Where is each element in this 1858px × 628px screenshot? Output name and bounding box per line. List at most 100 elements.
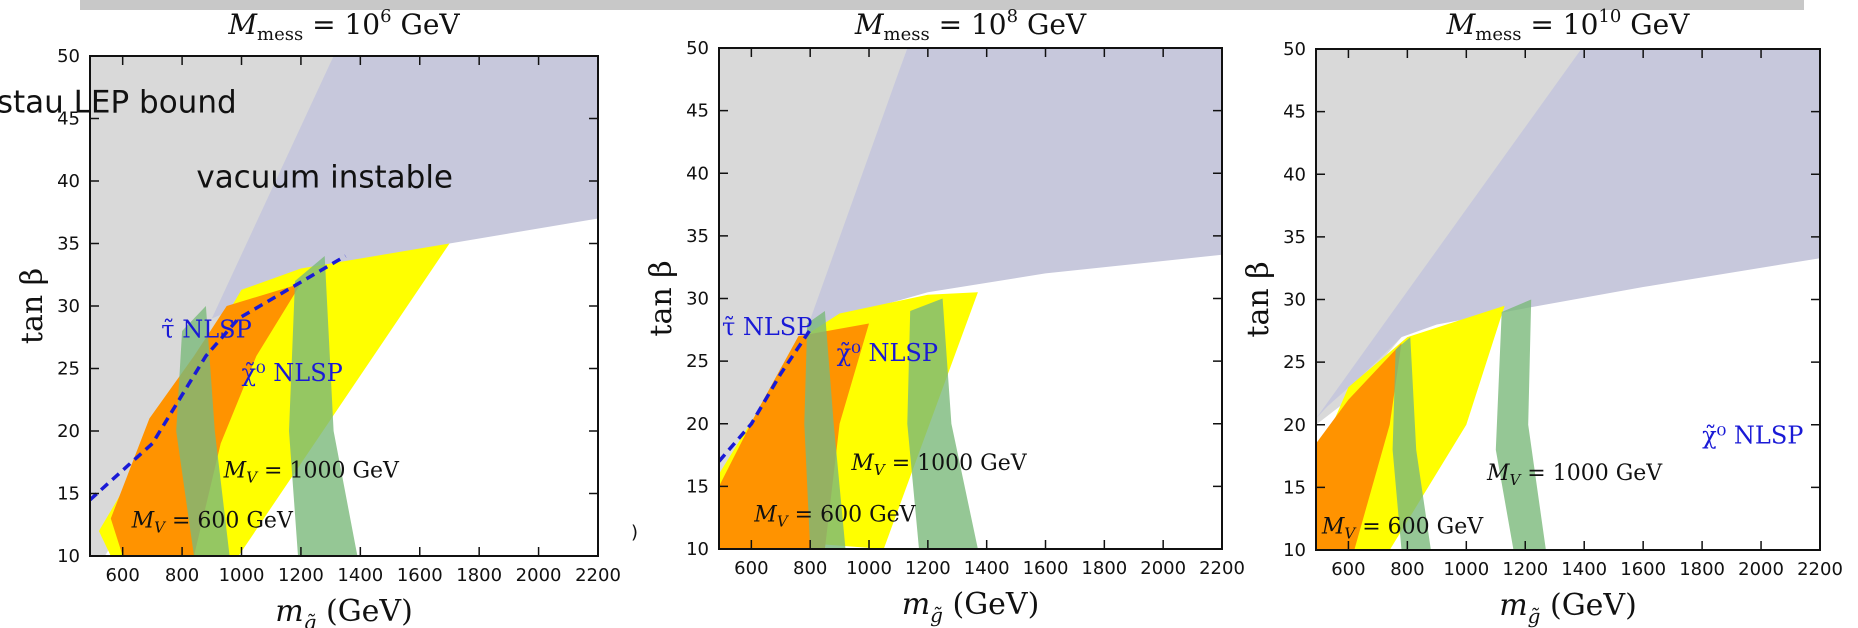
label-neutralino-nlsp: χ̃⁰ NLSP [242,359,343,387]
region-green-mv600 [804,311,846,549]
x-label-subscript: g̃ [930,603,943,627]
label-mv-600: MV = 600 GeV [131,508,294,536]
x-tick-label: 2000 [1738,559,1784,580]
x-tick-label: 1000 [846,558,892,579]
title-equals: = 10 [930,8,1007,41]
x-tick-label: 2200 [1199,558,1245,579]
label-mv-600-subscript: V [777,512,790,530]
label-mv-1000-value: = 1000 GeV [1520,461,1663,486]
nlsp-boundary-line [719,328,812,463]
x-tick-label: 1800 [1081,558,1127,579]
label-mv-1000-value: = 1000 GeV [885,451,1028,476]
x-tick-label: 2200 [1797,559,1843,580]
x-tick-label: 1200 [278,565,324,586]
y-tick-label: 35 [1283,227,1306,248]
label-mv-600-value: = 600 GeV [165,508,294,533]
x-label-unit: (GeV) [316,594,412,628]
x-label-unit: (GeV) [943,587,1039,622]
title-exponent: 8 [1007,6,1018,27]
title-exponent: 6 [380,6,391,27]
y-tick-label: 25 [57,359,80,380]
label-mv-1000: MV = 1000 GeV [223,458,400,486]
label-neutralino-nlsp: χ̃⁰ NLSP [1702,422,1803,450]
title-symbol: M [227,8,258,41]
y-tick-label: 20 [686,414,709,435]
x-tick-label: 800 [165,565,199,586]
label-mv-1000-subscript: V [1509,471,1522,489]
region-vacuum-instable [1316,49,1820,419]
label-mv-600-symbol: M [753,502,777,527]
label-mv-600-value: = 600 GeV [1355,515,1484,540]
y-tick-label: 50 [1283,39,1306,60]
region-orange-band [1316,343,1402,550]
label-mv-600-value: = 600 GeV [788,502,917,527]
x-tick-label: 2000 [516,565,562,586]
y-tick-label: 40 [1283,164,1306,185]
label-mv-1000: MV = 1000 GeV [1486,461,1663,489]
label-stau-lep-bound: stau LEP bound [0,84,237,120]
y-tick-label: 50 [686,38,709,59]
x-axis-label: mg̃ (GeV) [275,594,413,628]
x-tick-label: 600 [734,558,768,579]
panel-3: 600 800 1000 1200 1400 1600 1800 2000 2200 10 15 20… [1241,6,1843,628]
x-tick-label: 1000 [219,565,265,586]
x-tick-label: 1600 [1023,558,1069,579]
title-unit: GeV [392,8,461,41]
title-exponent: 10 [1598,6,1621,27]
y-tick-label: 35 [686,226,709,247]
x-tick-label: 600 [105,565,139,586]
panel-2: 600 800 1000 1200 1400 1600 1800 2000 2200 10 15 20… [644,6,1245,627]
y-tick-label: 15 [1283,477,1306,498]
x-label-unit: (GeV) [1540,588,1636,623]
region-green-mv1000 [289,256,358,556]
stray-mark: ) [631,522,638,543]
title-subscript: mess [1475,24,1521,45]
x-tick-label: 2000 [1140,558,1186,579]
y-tick-label: 10 [57,546,80,567]
label-vacuum-instable: vacuum instable [196,159,453,195]
x-tick-label: 1000 [1443,559,1489,580]
x-tick-label: 1600 [1620,559,1666,580]
label-mv-600-symbol: M [131,508,155,533]
y-axis-label: tan β [644,260,679,336]
region-green-mv1000 [1495,299,1546,550]
y-tick-label: 15 [686,476,709,497]
title-equals: = 10 [1522,8,1599,41]
y-tick-label: 45 [686,101,709,122]
y-tick-label: 45 [1283,102,1306,123]
title-subscript: mess [257,24,303,45]
chart-title: Mmess = 1010 GeV [1446,6,1691,45]
region-green-mv600 [1392,337,1431,550]
title-unit: GeV [1018,8,1087,41]
title-unit: GeV [1621,8,1690,41]
y-tick-label: 15 [57,484,80,505]
label-stau-nlsp: τ̃ NLSP [161,315,251,343]
y-tick-label: 40 [57,171,80,192]
y-tick-label: 25 [1283,352,1306,373]
x-tick-label: 1200 [1502,559,1548,580]
x-tick-label: 1800 [1679,559,1725,580]
region-green-mv1000 [907,298,978,549]
region-green-mv600 [176,306,230,556]
x-tick-label: 1600 [397,565,443,586]
title-symbol: M [854,8,885,41]
label-mv-1000-symbol: M [223,458,247,483]
x-tick-label: 600 [1331,559,1365,580]
y-axis-label: tan β [1241,261,1276,337]
y-tick-label: 30 [1283,290,1306,311]
top-bar [80,0,1804,10]
label-mv-600: MV = 600 GeV [1321,515,1484,543]
region-vacuum-instable [211,56,598,319]
y-tick-label: 30 [686,289,709,310]
label-mv-1000-symbol: M [850,451,874,476]
y-tick-label: 20 [57,421,80,442]
x-tick-label: 1200 [905,558,951,579]
chart-title: Mmess = 106 GeV [227,6,460,45]
label-mv-600-subscript: V [154,518,167,536]
x-tick-label: 1800 [456,565,502,586]
y-tick-label: 10 [686,539,709,560]
region-vacuum-instable [804,48,1222,337]
x-tick-label: 2200 [575,565,621,586]
y-tick-label: 45 [57,109,80,130]
